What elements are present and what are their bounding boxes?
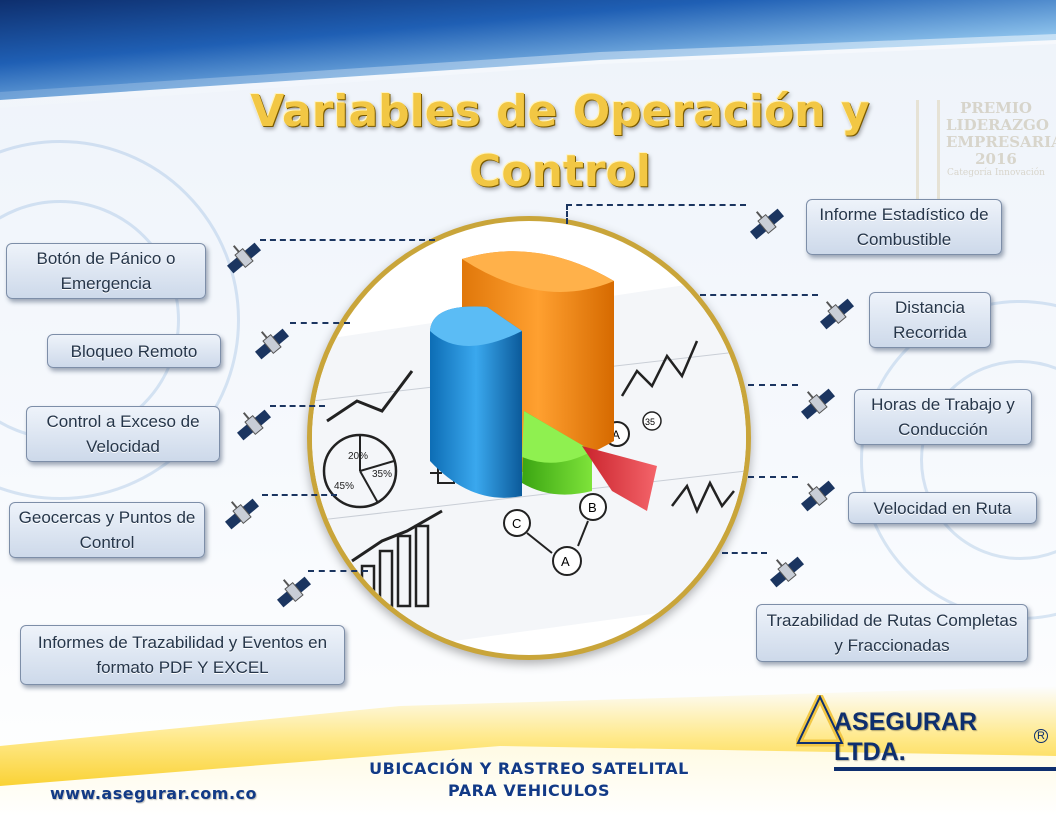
blue-cylinder-top (430, 306, 522, 346)
feature-panic-button: Botón de Pánico o Emergencia (6, 243, 206, 299)
feature-speed-control: Control a Exceso de Velocidad (26, 406, 220, 462)
feature-geofences: Geocercas y Puntos de Control (9, 502, 205, 558)
feature-remote-lock: Bloqueo Remoto (47, 334, 221, 368)
sketch-trend-arrow (351, 509, 443, 563)
company-logo-icon (796, 695, 844, 747)
blue-cylinder (430, 306, 522, 498)
sketch-bar (396, 534, 412, 608)
flow-node-label: C (512, 516, 521, 531)
award-year: 2016 (975, 150, 1017, 168)
sketch-bar (414, 524, 430, 608)
satellite-icon (226, 242, 262, 274)
satellite-icon (769, 556, 805, 588)
award-watermark: PREMIO LIDERAZGO EMPRESARIAL 2016 Catego… (916, 99, 1056, 230)
flow-arrow (526, 532, 553, 554)
connector-line (748, 476, 798, 478)
connector-line (700, 294, 818, 296)
sketch-line-chart (326, 370, 414, 423)
flow-node-label: B (588, 500, 597, 515)
flow-node (552, 546, 582, 576)
award-category: Categoría Innovación (947, 168, 1045, 178)
tagline-line: PARA VEHICULOS (447, 781, 611, 800)
connector-line (290, 322, 350, 324)
feature-route-speed: Velocidad en Ruta (848, 492, 1037, 524)
orange-cylinder-top (462, 251, 614, 292)
award-column-icon (916, 100, 940, 220)
flow-node-label: 35 (645, 417, 655, 427)
registered-mark: R (1034, 729, 1048, 743)
connector-line (260, 239, 435, 241)
website-link[interactable]: www.asegurar.com.co (50, 784, 257, 803)
company-name: ASEGURAR LTDA. (834, 707, 1056, 771)
flow-node (642, 411, 662, 431)
company-tagline: UBICACIÓN Y RASTREO SATELITAL PARA VEHIC… (320, 758, 738, 802)
pie-label: 45% (334, 481, 354, 492)
connector-line (270, 405, 325, 407)
flow-node (579, 493, 607, 521)
award-text: EMPRESARIAL (946, 133, 1056, 151)
feature-trace-reports: Informes de Trazabilidad y Eventos en fo… (20, 625, 345, 685)
award-text: PREMIO (960, 99, 1032, 117)
sketch-line-chart (620, 340, 699, 397)
satellite-icon (800, 388, 836, 420)
paper-line (312, 470, 746, 522)
center-graphic-frame: 20% 35% 45% C B A A 35 (307, 216, 751, 660)
feature-fuel-statistics: Informe Estadístico de Combustible (806, 199, 1002, 255)
flow-node (503, 509, 531, 537)
satellite-icon (749, 208, 785, 240)
pie-label: 20% (348, 451, 368, 462)
connector-line (262, 494, 337, 496)
pie-divider (359, 470, 379, 504)
satellite-icon (819, 298, 855, 330)
business-chart-illustration: 20% 35% 45% C B A A 35 (312, 251, 746, 655)
green-cylinder-top (522, 411, 592, 463)
flow-node-label: A (561, 554, 570, 569)
connector-line (566, 204, 746, 206)
feature-route-trace: Trazabilidad de Rutas Completas y Fracci… (756, 604, 1028, 662)
center-graphic: 20% 35% 45% C B A A 35 (312, 221, 746, 655)
satellite-icon (276, 576, 312, 608)
tagline-line: UBICACIÓN Y RASTREO SATELITAL (369, 759, 689, 778)
satellite-icon (254, 328, 290, 360)
feature-distance: Distancia Recorrida (869, 292, 991, 348)
connector-line (566, 204, 568, 224)
feature-work-hours: Horas de Trabajo y Conducción (854, 389, 1032, 445)
flow-arrow (577, 520, 589, 547)
connector-line (748, 384, 798, 386)
connector-line (722, 552, 767, 554)
satellite-icon (236, 409, 272, 441)
flow-node-label: A (612, 428, 620, 442)
award-text: LIDERAZGO (946, 116, 1049, 134)
red-wedge (582, 446, 657, 511)
satellite-icon (800, 480, 836, 512)
sketch-line-chart (671, 480, 735, 515)
pie-divider (359, 460, 395, 472)
pie-label: 35% (372, 469, 392, 480)
connector-line (308, 570, 368, 572)
page-title: Variables de Operación y Control (250, 86, 870, 197)
satellite-icon (224, 498, 260, 530)
